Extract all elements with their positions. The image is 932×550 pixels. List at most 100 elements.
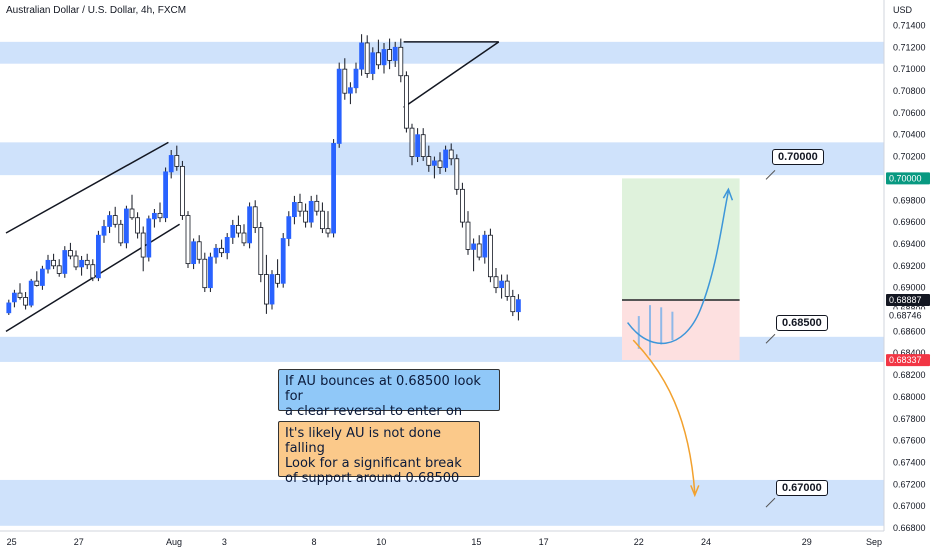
candle-42 (241, 224, 247, 247)
candle-body (364, 42, 370, 74)
candle-53 (303, 203, 309, 228)
candle-48 (275, 259, 281, 288)
note-breakdown[interactable]: It's likely AU is not done falling Look … (278, 421, 480, 486)
candle-45 (258, 222, 264, 283)
candle-body (241, 232, 247, 244)
y-tick-label: 0.69000 (893, 283, 926, 293)
candle-15 (90, 259, 96, 282)
candle-3 (23, 292, 29, 310)
candle-body (381, 49, 387, 66)
y-tick-label: 0.69200 (893, 261, 926, 271)
candle-0 (6, 299, 12, 315)
y-tick-label: 0.69600 (893, 217, 926, 227)
candle-68 (387, 38, 393, 70)
candle-80 (454, 154, 460, 195)
candle-body (409, 127, 415, 157)
candle-body (101, 226, 107, 236)
candle-body (90, 264, 96, 279)
candle-54 (308, 195, 314, 228)
candle-body (448, 149, 454, 160)
candle-89 (504, 274, 510, 301)
candle-22 (129, 194, 135, 220)
candle-body (493, 276, 499, 289)
candle-10 (62, 246, 68, 278)
price-badge-bg (886, 309, 930, 322)
candle-41 (235, 215, 241, 238)
candle-body (6, 302, 12, 314)
candle-body (247, 206, 253, 244)
candle-body (465, 221, 471, 250)
candle-61 (347, 82, 353, 105)
candle-21 (124, 205, 129, 249)
y-tick-label: 0.68400 (893, 348, 926, 358)
candle-7 (45, 254, 51, 274)
candle-body (28, 280, 34, 306)
currency-label: USD (893, 5, 913, 15)
candle-29 (168, 150, 174, 179)
price-badge-text: 0.68887 (889, 295, 922, 305)
y-tick-label: 0.67000 (893, 501, 926, 511)
x-tick-label: 24 (701, 537, 711, 547)
candle-36 (207, 252, 213, 293)
candle-27 (157, 202, 163, 223)
candle-4 (28, 278, 34, 308)
callout-0-67000[interactable]: 0.67000 (776, 480, 828, 496)
candle-body (151, 212, 157, 220)
candle-24 (140, 226, 146, 272)
note-reversal[interactable]: If AU bounces at 0.68500 look for a clea… (278, 369, 500, 419)
candle-body (291, 202, 297, 218)
y-tick-label: 0.69400 (893, 239, 926, 249)
candle-body (359, 42, 365, 70)
candle-body (459, 188, 465, 223)
candle-2 (17, 283, 23, 300)
candle-body (163, 171, 169, 219)
candle-body (314, 200, 320, 212)
candle-body (84, 259, 90, 266)
y-tick-label: 0.68200 (893, 370, 926, 380)
candle-body (230, 224, 236, 238)
y-tick-label: 0.67600 (893, 436, 926, 446)
y-tick-label: 0.70200 (893, 152, 926, 162)
arrow-up-head (722, 187, 734, 201)
candle-20 (118, 219, 124, 247)
candle-body (196, 241, 202, 260)
candle-35 (202, 252, 208, 293)
candle-88 (499, 274, 505, 299)
candle-51 (291, 195, 297, 225)
candle-57 (325, 211, 331, 238)
candle-47 (269, 270, 275, 310)
price-badge-text: 0.68337 (889, 355, 922, 365)
candle-90 (510, 289, 516, 317)
candle-19 (112, 206, 118, 228)
candle-body (431, 160, 437, 166)
x-tick-label: 10 (376, 537, 386, 547)
symbol-title: Australian Dollar / U.S. Dollar, 4h, FXC… (6, 5, 187, 16)
candle-body (224, 237, 230, 254)
candle-37 (213, 243, 219, 264)
candle-16 (96, 230, 101, 282)
trendline-channel-upper (5, 141, 169, 234)
candle-body (375, 52, 381, 66)
candle-33 (191, 238, 197, 270)
candle-body (286, 216, 292, 239)
callout-0-70000[interactable]: 0.70000 (772, 149, 824, 165)
projection-arrow-up (626, 191, 730, 345)
candle-60 (342, 58, 348, 100)
callout-0-68500[interactable]: 0.68500 (776, 315, 828, 331)
candle-50 (286, 211, 292, 247)
trendline-triangle-bottom (403, 41, 500, 109)
candle-83 (471, 238, 477, 272)
candle-body (68, 250, 73, 257)
candle-body (157, 212, 163, 219)
candle-body (347, 87, 353, 94)
candle-body (308, 200, 314, 223)
y-tick-label: 0.71400 (893, 20, 926, 30)
candle-1 (11, 289, 17, 308)
candle-38 (219, 239, 225, 258)
candle-body (45, 259, 51, 270)
price-badge-text: 0.68746 (889, 310, 922, 320)
candle-body (107, 215, 112, 227)
candle-31 (179, 160, 185, 220)
